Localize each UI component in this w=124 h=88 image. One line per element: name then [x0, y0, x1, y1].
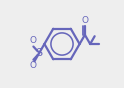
- Text: S: S: [36, 48, 43, 58]
- Text: O: O: [82, 16, 89, 25]
- Text: O: O: [29, 36, 36, 45]
- Text: O: O: [29, 61, 36, 70]
